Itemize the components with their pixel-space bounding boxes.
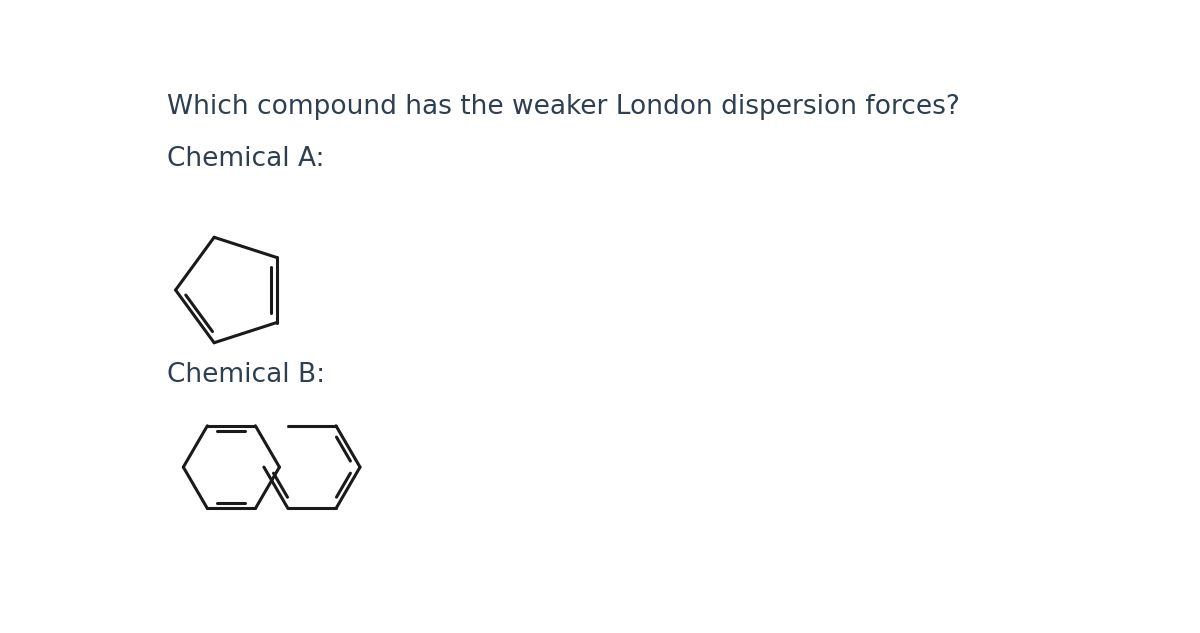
Text: Chemical A:: Chemical A: <box>167 146 324 172</box>
Text: Which compound has the weaker London dispersion forces?: Which compound has the weaker London dis… <box>167 94 960 120</box>
Text: Chemical B:: Chemical B: <box>167 361 325 387</box>
